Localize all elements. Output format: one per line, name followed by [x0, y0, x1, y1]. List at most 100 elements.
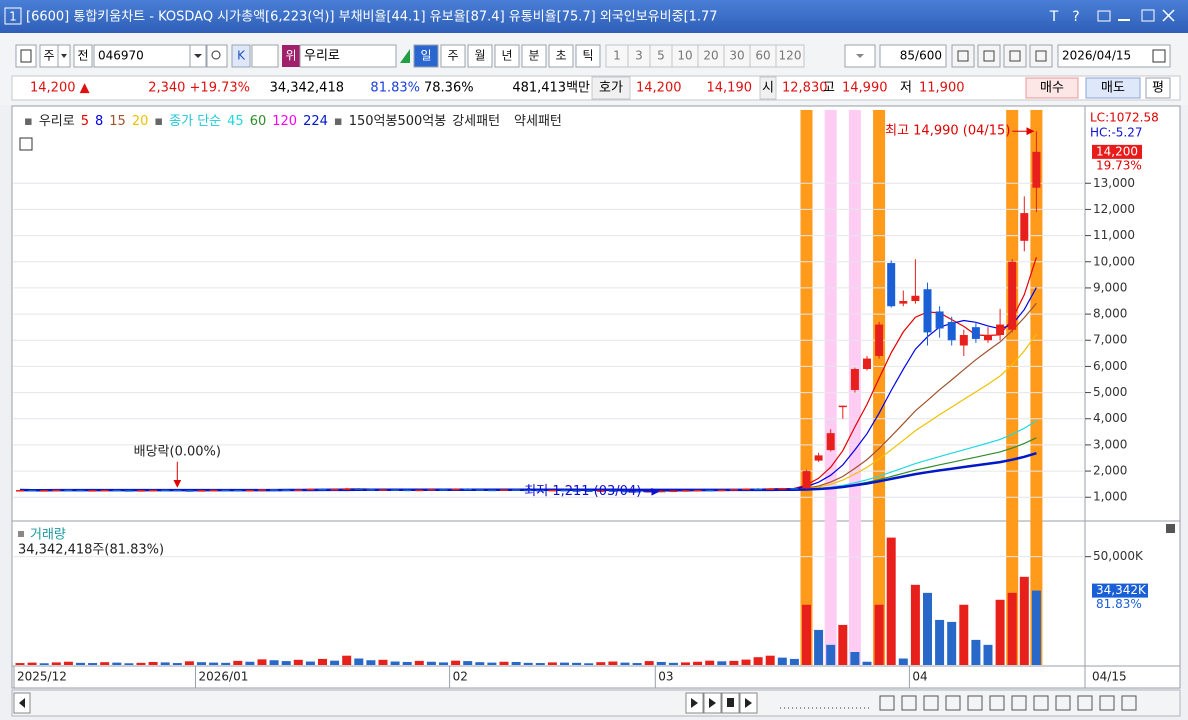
tool-icon: [1035, 50, 1047, 62]
tool-icon[interactable]: [967, 695, 983, 711]
button[interactable]: [1145, 77, 1171, 99]
interval-button: 120: [779, 49, 802, 63]
button[interactable]: [15, 44, 37, 68]
volume-bar: [983, 644, 993, 665]
volume-bar: [39, 663, 49, 665]
legend-extra: 강세패턴: [452, 114, 500, 129]
button[interactable]: [440, 44, 466, 68]
maximize-button[interactable]: [1141, 9, 1155, 22]
y-tick-label: 7,000: [1093, 333, 1127, 347]
button[interactable]: [1057, 44, 1171, 68]
button[interactable]: [494, 44, 520, 68]
restore-icon[interactable]: [1097, 10, 1111, 22]
candle-body: [245, 489, 254, 492]
candle-body: [294, 489, 303, 492]
tool-icon[interactable]: [945, 695, 961, 711]
button[interactable]: [1029, 44, 1053, 68]
volume-bar: [523, 662, 533, 665]
button[interactable]: [231, 44, 251, 68]
button[interactable]: [206, 44, 228, 68]
volume-bar: [475, 662, 485, 665]
candle-body: [826, 433, 835, 451]
tool-icon[interactable]: [1033, 695, 1049, 711]
button[interactable]: [548, 44, 574, 68]
panel-close-icon[interactable]: [1166, 524, 1175, 533]
volume-bar: [402, 661, 412, 665]
candle-body: [705, 489, 714, 492]
volume-bar: [656, 661, 666, 665]
tool-icon[interactable]: [879, 695, 895, 711]
volume-bar: [753, 657, 763, 665]
label-box: [759, 76, 777, 100]
candle-body: [584, 490, 593, 492]
candle-body: [197, 490, 206, 492]
button[interactable]: [951, 44, 975, 68]
candle-body: [911, 295, 920, 302]
dividend-label: 배당락(0.00%): [134, 444, 221, 459]
button[interactable]: [879, 44, 947, 68]
close-button[interactable]: [1162, 9, 1175, 22]
badge-text: 위: [285, 49, 296, 63]
volume-bar: [318, 658, 327, 665]
candle-body: [875, 324, 884, 356]
button[interactable]: [1025, 77, 1079, 99]
button[interactable]: [775, 44, 805, 68]
button[interactable]: [251, 44, 279, 68]
button[interactable]: [467, 44, 493, 68]
tool-icon[interactable]: [1055, 695, 1071, 711]
volume-bar: [112, 662, 122, 665]
y-tick-label: 6,000: [1093, 359, 1127, 373]
candle-body: [16, 490, 24, 492]
volume-bar: [838, 624, 848, 665]
button[interactable]: [1085, 77, 1141, 99]
title-tool: T: [1049, 9, 1059, 25]
tool-icon[interactable]: [901, 695, 917, 711]
candle-body: [754, 488, 763, 491]
volume-bar: [644, 661, 654, 665]
window-title: [6600] 통합키움차트 - KOSDAQ 시가총액[6,223(억)] 부채…: [26, 10, 718, 25]
tool-icon[interactable]: [1121, 695, 1137, 711]
dropdown-arrow: [856, 54, 864, 58]
scroll-bar[interactable]: [11, 689, 1181, 717]
candle-body: [475, 489, 484, 491]
volume-bar: [233, 660, 243, 665]
candle-body: [1032, 151, 1041, 188]
candle-body: [270, 489, 279, 491]
button[interactable]: [73, 44, 93, 68]
period-button: 년: [501, 49, 512, 63]
button[interactable]: [575, 44, 601, 68]
button[interactable]: [1003, 44, 1027, 68]
button[interactable]: [413, 44, 439, 68]
button[interactable]: [521, 44, 547, 68]
tool-icon[interactable]: [1099, 695, 1115, 711]
tool-icon[interactable]: [923, 695, 939, 711]
legend-entry: 20: [132, 114, 149, 129]
y-tick-label: 50,000K: [1093, 549, 1144, 563]
legend-square: ▪: [154, 114, 163, 129]
volume-bar: [596, 662, 606, 665]
y-tick-label: 9,000: [1093, 280, 1127, 294]
button[interactable]: [977, 44, 1001, 68]
pattern-column: [800, 110, 813, 665]
x-tick-label: 02: [453, 670, 468, 684]
x-tick-label: 04: [912, 670, 927, 684]
button[interactable]: [299, 44, 397, 68]
high-label: 최고 14,990 (04/15): [885, 124, 1010, 139]
volume-bar: [63, 661, 73, 665]
candle-body: [379, 489, 387, 491]
y-tick-label: 3,000: [1093, 437, 1127, 451]
volume-bar: [148, 661, 158, 665]
tool-icon[interactable]: [989, 695, 1005, 711]
legend-ma-label: 종가 단순: [169, 114, 221, 129]
window-number-frame: [4, 7, 22, 25]
candle-body: [717, 489, 726, 492]
volume-bar: [269, 660, 279, 665]
volume-bar: [354, 658, 364, 665]
sell-button: 매도: [1101, 81, 1125, 96]
candle-body: [330, 488, 339, 491]
candle-body: [596, 490, 605, 492]
candle-body: [657, 490, 666, 493]
candle-body: [282, 489, 291, 492]
tool-icon[interactable]: [1077, 695, 1093, 711]
tool-icon[interactable]: [1011, 695, 1027, 711]
